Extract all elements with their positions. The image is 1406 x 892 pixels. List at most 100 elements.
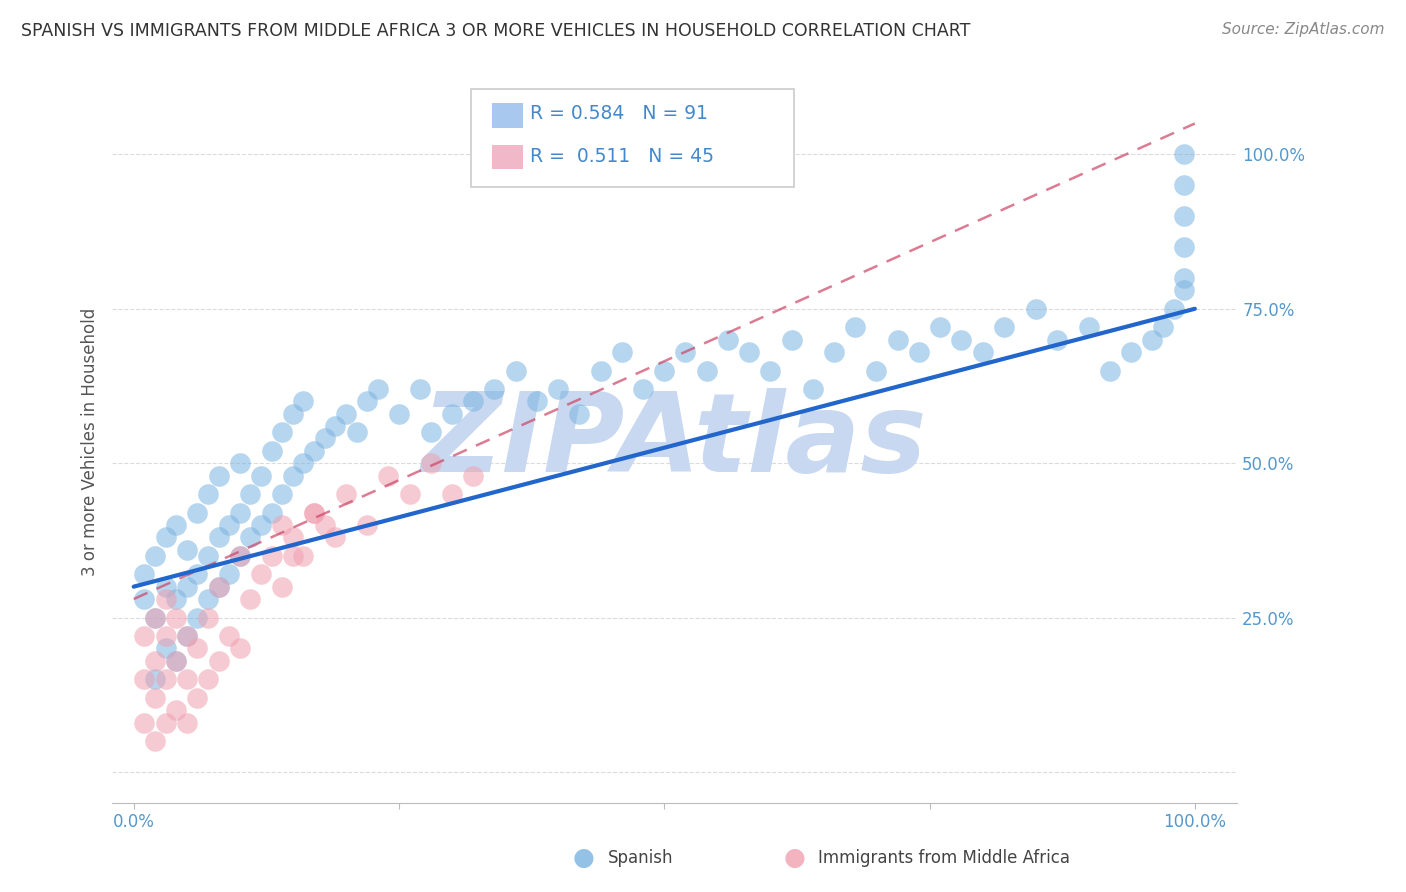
Point (1077, 320, 1099, 334)
Point (950, 333, 973, 347)
Point (1046, 333, 1069, 347)
Point (271, 487, 294, 501)
Point (844, 320, 866, 334)
Point (738, 345, 761, 359)
Point (631, 382, 654, 396)
Point (229, 549, 252, 563)
Point (292, 456, 315, 470)
Point (759, 363, 782, 377)
Text: ●: ● (783, 847, 806, 870)
Point (865, 363, 887, 377)
Point (186, 610, 208, 624)
Point (335, 407, 357, 421)
Point (143, 549, 166, 563)
Point (197, 610, 219, 624)
Point (271, 425, 294, 440)
Point (155, 580, 177, 594)
Point (143, 610, 166, 624)
Point (1173, 147, 1195, 161)
Point (134, 673, 156, 687)
Point (377, 468, 399, 483)
Point (302, 443, 325, 458)
Text: SPANISH VS IMMIGRANTS FROM MIDDLE AFRICA 3 OR MORE VEHICLES IN HOUSEHOLD CORRELA: SPANISH VS IMMIGRANTS FROM MIDDLE AFRICA… (21, 22, 970, 40)
Point (134, 567, 156, 582)
Point (346, 425, 368, 440)
Point (398, 487, 420, 501)
Point (207, 580, 229, 594)
Point (1173, 271, 1195, 285)
Point (652, 363, 675, 377)
Point (165, 654, 187, 668)
Point (176, 542, 198, 557)
Point (197, 592, 219, 607)
Point (229, 641, 252, 656)
Point (908, 345, 931, 359)
Point (218, 517, 240, 532)
Text: Spanish: Spanish (607, 849, 673, 867)
Point (1025, 301, 1047, 316)
Point (526, 394, 548, 409)
Point (197, 673, 219, 687)
Point (260, 443, 283, 458)
Point (547, 382, 569, 396)
Point (972, 345, 994, 359)
Point (239, 592, 262, 607)
Point (441, 487, 464, 501)
Point (134, 629, 156, 643)
Point (314, 432, 336, 446)
Point (155, 530, 177, 544)
Point (463, 394, 485, 409)
Point (1121, 345, 1143, 359)
Point (1173, 178, 1195, 193)
Point (165, 654, 187, 668)
Point (302, 506, 325, 520)
Point (1163, 301, 1185, 316)
Text: Immigrants from Middle Africa: Immigrants from Middle Africa (818, 849, 1070, 867)
Point (323, 530, 346, 544)
Point (1142, 333, 1164, 347)
Point (207, 530, 229, 544)
Point (610, 345, 633, 359)
Point (419, 456, 441, 470)
Point (218, 567, 240, 582)
Point (780, 333, 803, 347)
Point (165, 610, 187, 624)
Point (250, 567, 273, 582)
Point (463, 468, 485, 483)
Point (568, 407, 591, 421)
Text: ZIPAtlas: ZIPAtlas (422, 388, 928, 495)
Point (229, 549, 252, 563)
Point (250, 468, 273, 483)
Point (281, 407, 304, 421)
Point (176, 629, 198, 643)
Point (281, 530, 304, 544)
Point (165, 592, 187, 607)
Point (134, 592, 156, 607)
Point (441, 407, 464, 421)
Point (165, 517, 187, 532)
Point (134, 715, 156, 730)
Point (589, 363, 612, 377)
Point (292, 549, 315, 563)
Point (281, 468, 304, 483)
Point (186, 690, 208, 705)
Point (367, 382, 389, 396)
Point (176, 580, 198, 594)
Point (993, 320, 1015, 334)
Point (717, 333, 740, 347)
Point (186, 641, 208, 656)
Point (356, 517, 378, 532)
Point (165, 703, 187, 717)
Point (505, 363, 527, 377)
Point (675, 345, 697, 359)
Point (143, 654, 166, 668)
Text: R =  0.511   N = 45: R = 0.511 N = 45 (530, 146, 714, 166)
Point (1173, 283, 1195, 297)
Point (335, 487, 357, 501)
Point (229, 506, 252, 520)
Point (314, 517, 336, 532)
Point (143, 734, 166, 748)
Text: R = 0.584   N = 91: R = 0.584 N = 91 (530, 103, 709, 123)
Text: Source: ZipAtlas.com: Source: ZipAtlas.com (1222, 22, 1385, 37)
Point (176, 715, 198, 730)
